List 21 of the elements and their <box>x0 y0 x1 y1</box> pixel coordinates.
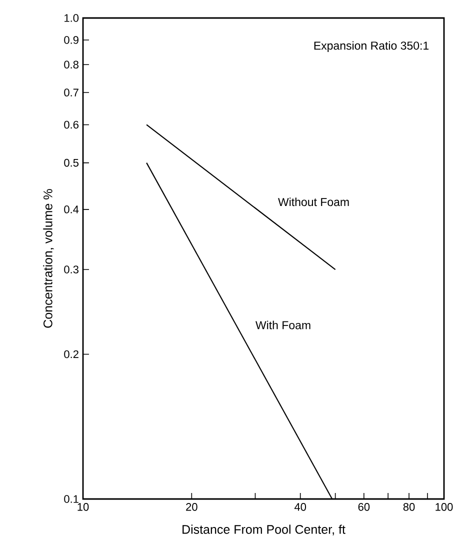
x-tick-label: 100 <box>436 503 453 511</box>
y-tick-label: 0.6 <box>64 120 78 129</box>
x-tick-label: 40 <box>294 503 306 511</box>
x-tick-label: 80 <box>403 503 415 511</box>
y-tick-label: 0.7 <box>64 88 78 96</box>
x-tick-label: 20 <box>186 503 198 511</box>
annotation: Expansion Ratio 350:1 <box>314 41 429 52</box>
y-tick-label: 0.2 <box>64 350 78 358</box>
x-tick-label: 60 <box>358 503 370 511</box>
y-tick-label: 0.1 <box>64 495 78 503</box>
y-axis-title: Concentration, volume % <box>43 189 54 328</box>
x-axis-title: Distance From Pool Center, ft <box>182 524 346 536</box>
y-tick-label: 0.4 <box>64 206 79 214</box>
y-tick-label: 0.3 <box>64 266 78 274</box>
y-tick-label: 0.8 <box>64 60 78 69</box>
series-label: With Foam <box>256 320 310 330</box>
y-tick-label: 0.9 <box>64 36 78 44</box>
x-tick-label: 10 <box>78 503 89 511</box>
y-tick-label: 1.0 <box>64 14 79 22</box>
series-label: Without Foam <box>278 198 349 206</box>
y-tick-label: 0.5 <box>64 158 79 167</box>
